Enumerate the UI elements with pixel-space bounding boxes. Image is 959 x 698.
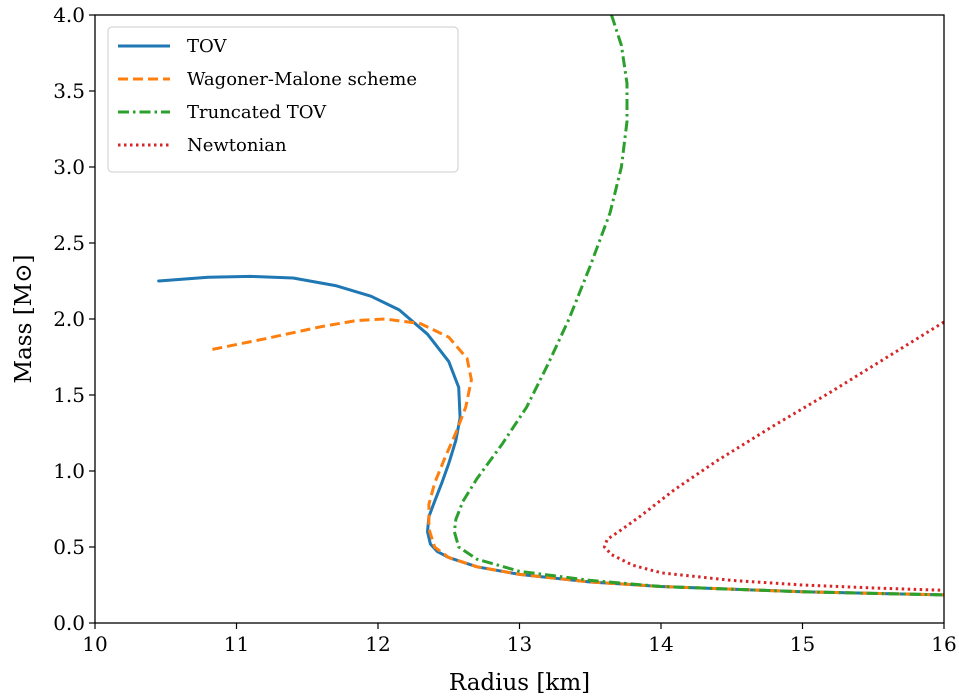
y-tick-label: 3.0 [53, 155, 85, 179]
x-axis-title: Radius [km] [449, 670, 590, 696]
y-tick-label: 0.0 [53, 611, 85, 635]
legend: TOV Wagoner-Malone scheme Truncated TOV New… [107, 26, 459, 173]
y-tick-label: 4.0 [53, 3, 85, 27]
legend-box [107, 26, 459, 173]
y-tick-label: 1.5 [53, 383, 85, 407]
y-tick-label: 2.5 [53, 231, 85, 255]
y-tick-label: 3.5 [53, 79, 85, 103]
series-line-truncated-tov [452, 15, 944, 597]
x-tick-label: 11 [224, 632, 249, 656]
y-tick-label: 1.0 [53, 459, 85, 483]
x-tick-label: 14 [648, 632, 673, 656]
x-tick-label: 15 [790, 632, 815, 656]
x-tick-label: 13 [507, 632, 532, 656]
series-line-wagoner-malone-scheme [212, 317, 944, 597]
y-axis-title: Mass [M⊙] [11, 255, 37, 384]
legend-label: Truncated TOV [187, 102, 327, 123]
legend-label: Newtonian [187, 135, 287, 156]
ticks-layer: 10 11 12 13 14 15 16 0.0 0.5 1.0 1.5 2.0 2.5 3.0 3.5 4.… [53, 3, 957, 656]
y-tick-label: 0.5 [53, 535, 85, 559]
series-line-tov [157, 274, 944, 597]
y-tick-label: 2.0 [53, 307, 85, 331]
series-layer [157, 15, 944, 597]
legend-label: TOV [187, 36, 227, 57]
legend-label: Wagoner-Malone scheme [187, 69, 417, 90]
x-tick-label: 10 [82, 632, 107, 656]
x-tick-label: 12 [365, 632, 390, 656]
x-tick-label: 16 [931, 632, 956, 656]
